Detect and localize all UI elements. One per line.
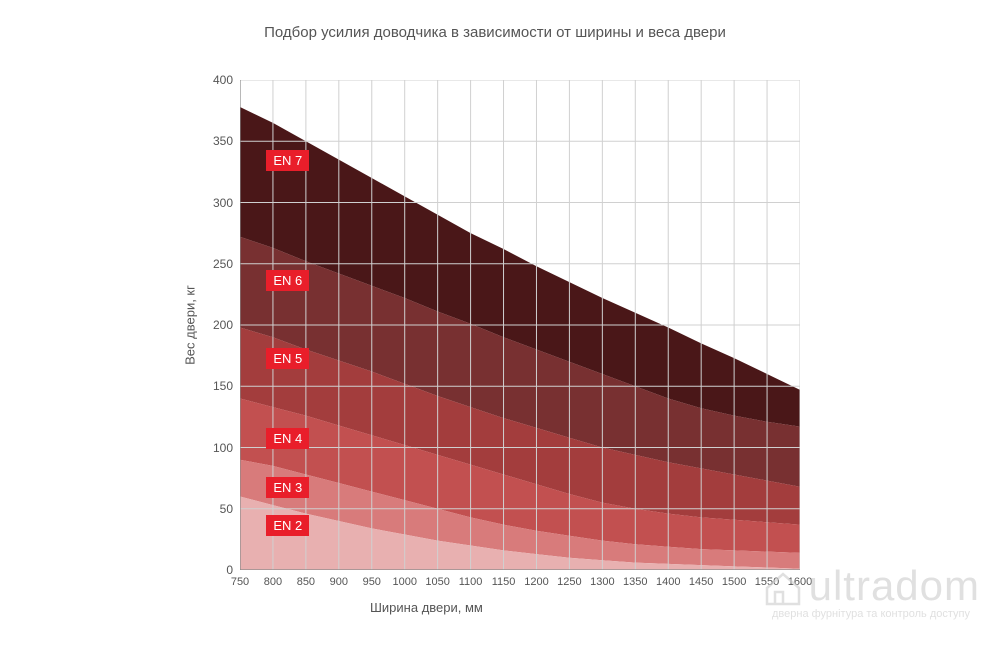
x-axis-label: Ширина двери, мм	[370, 600, 483, 615]
x-tick: 1600	[788, 576, 812, 588]
y-tick: 200	[205, 318, 233, 332]
x-tick: 1050	[425, 576, 449, 588]
y-tick: 100	[205, 441, 233, 455]
x-tick: 1550	[755, 576, 779, 588]
series-label-en3: EN 3	[266, 477, 309, 498]
x-tick: 1000	[392, 576, 416, 588]
x-tick: 1250	[557, 576, 581, 588]
chart-title: Подбор усилия доводчика в зависимости от…	[0, 0, 990, 41]
y-tick: 0	[205, 563, 233, 577]
watermark-text: ultradom	[809, 562, 980, 610]
y-tick: 300	[205, 196, 233, 210]
x-tick: 950	[363, 576, 381, 588]
y-tick: 150	[205, 379, 233, 393]
y-axis-label: Вес двери, кг	[183, 285, 198, 365]
y-tick: 50	[205, 502, 233, 516]
x-tick: 1400	[656, 576, 680, 588]
chart-area: Вес двери, кг Ширина двери, мм 050100150…	[240, 80, 800, 570]
x-tick: 1350	[623, 576, 647, 588]
x-tick: 1450	[689, 576, 713, 588]
x-tick: 750	[231, 576, 249, 588]
x-tick: 1150	[492, 576, 516, 588]
series-label-en6: EN 6	[266, 270, 309, 291]
x-tick: 800	[264, 576, 282, 588]
series-label-en7: EN 7	[266, 150, 309, 171]
x-tick: 900	[330, 576, 348, 588]
x-tick: 1200	[524, 576, 548, 588]
x-tick: 1100	[459, 576, 483, 588]
series-label-en4: EN 4	[266, 428, 309, 449]
plot-svg	[240, 80, 800, 570]
y-tick: 250	[205, 257, 233, 271]
y-tick: 400	[205, 73, 233, 87]
series-label-en2: EN 2	[266, 515, 309, 536]
series-label-en5: EN 5	[266, 348, 309, 369]
x-tick: 850	[297, 576, 315, 588]
x-tick: 1500	[722, 576, 746, 588]
watermark-subtitle: дверна фурнітура та контроль доступу	[772, 608, 970, 620]
y-tick: 350	[205, 134, 233, 148]
x-tick: 1300	[590, 576, 614, 588]
